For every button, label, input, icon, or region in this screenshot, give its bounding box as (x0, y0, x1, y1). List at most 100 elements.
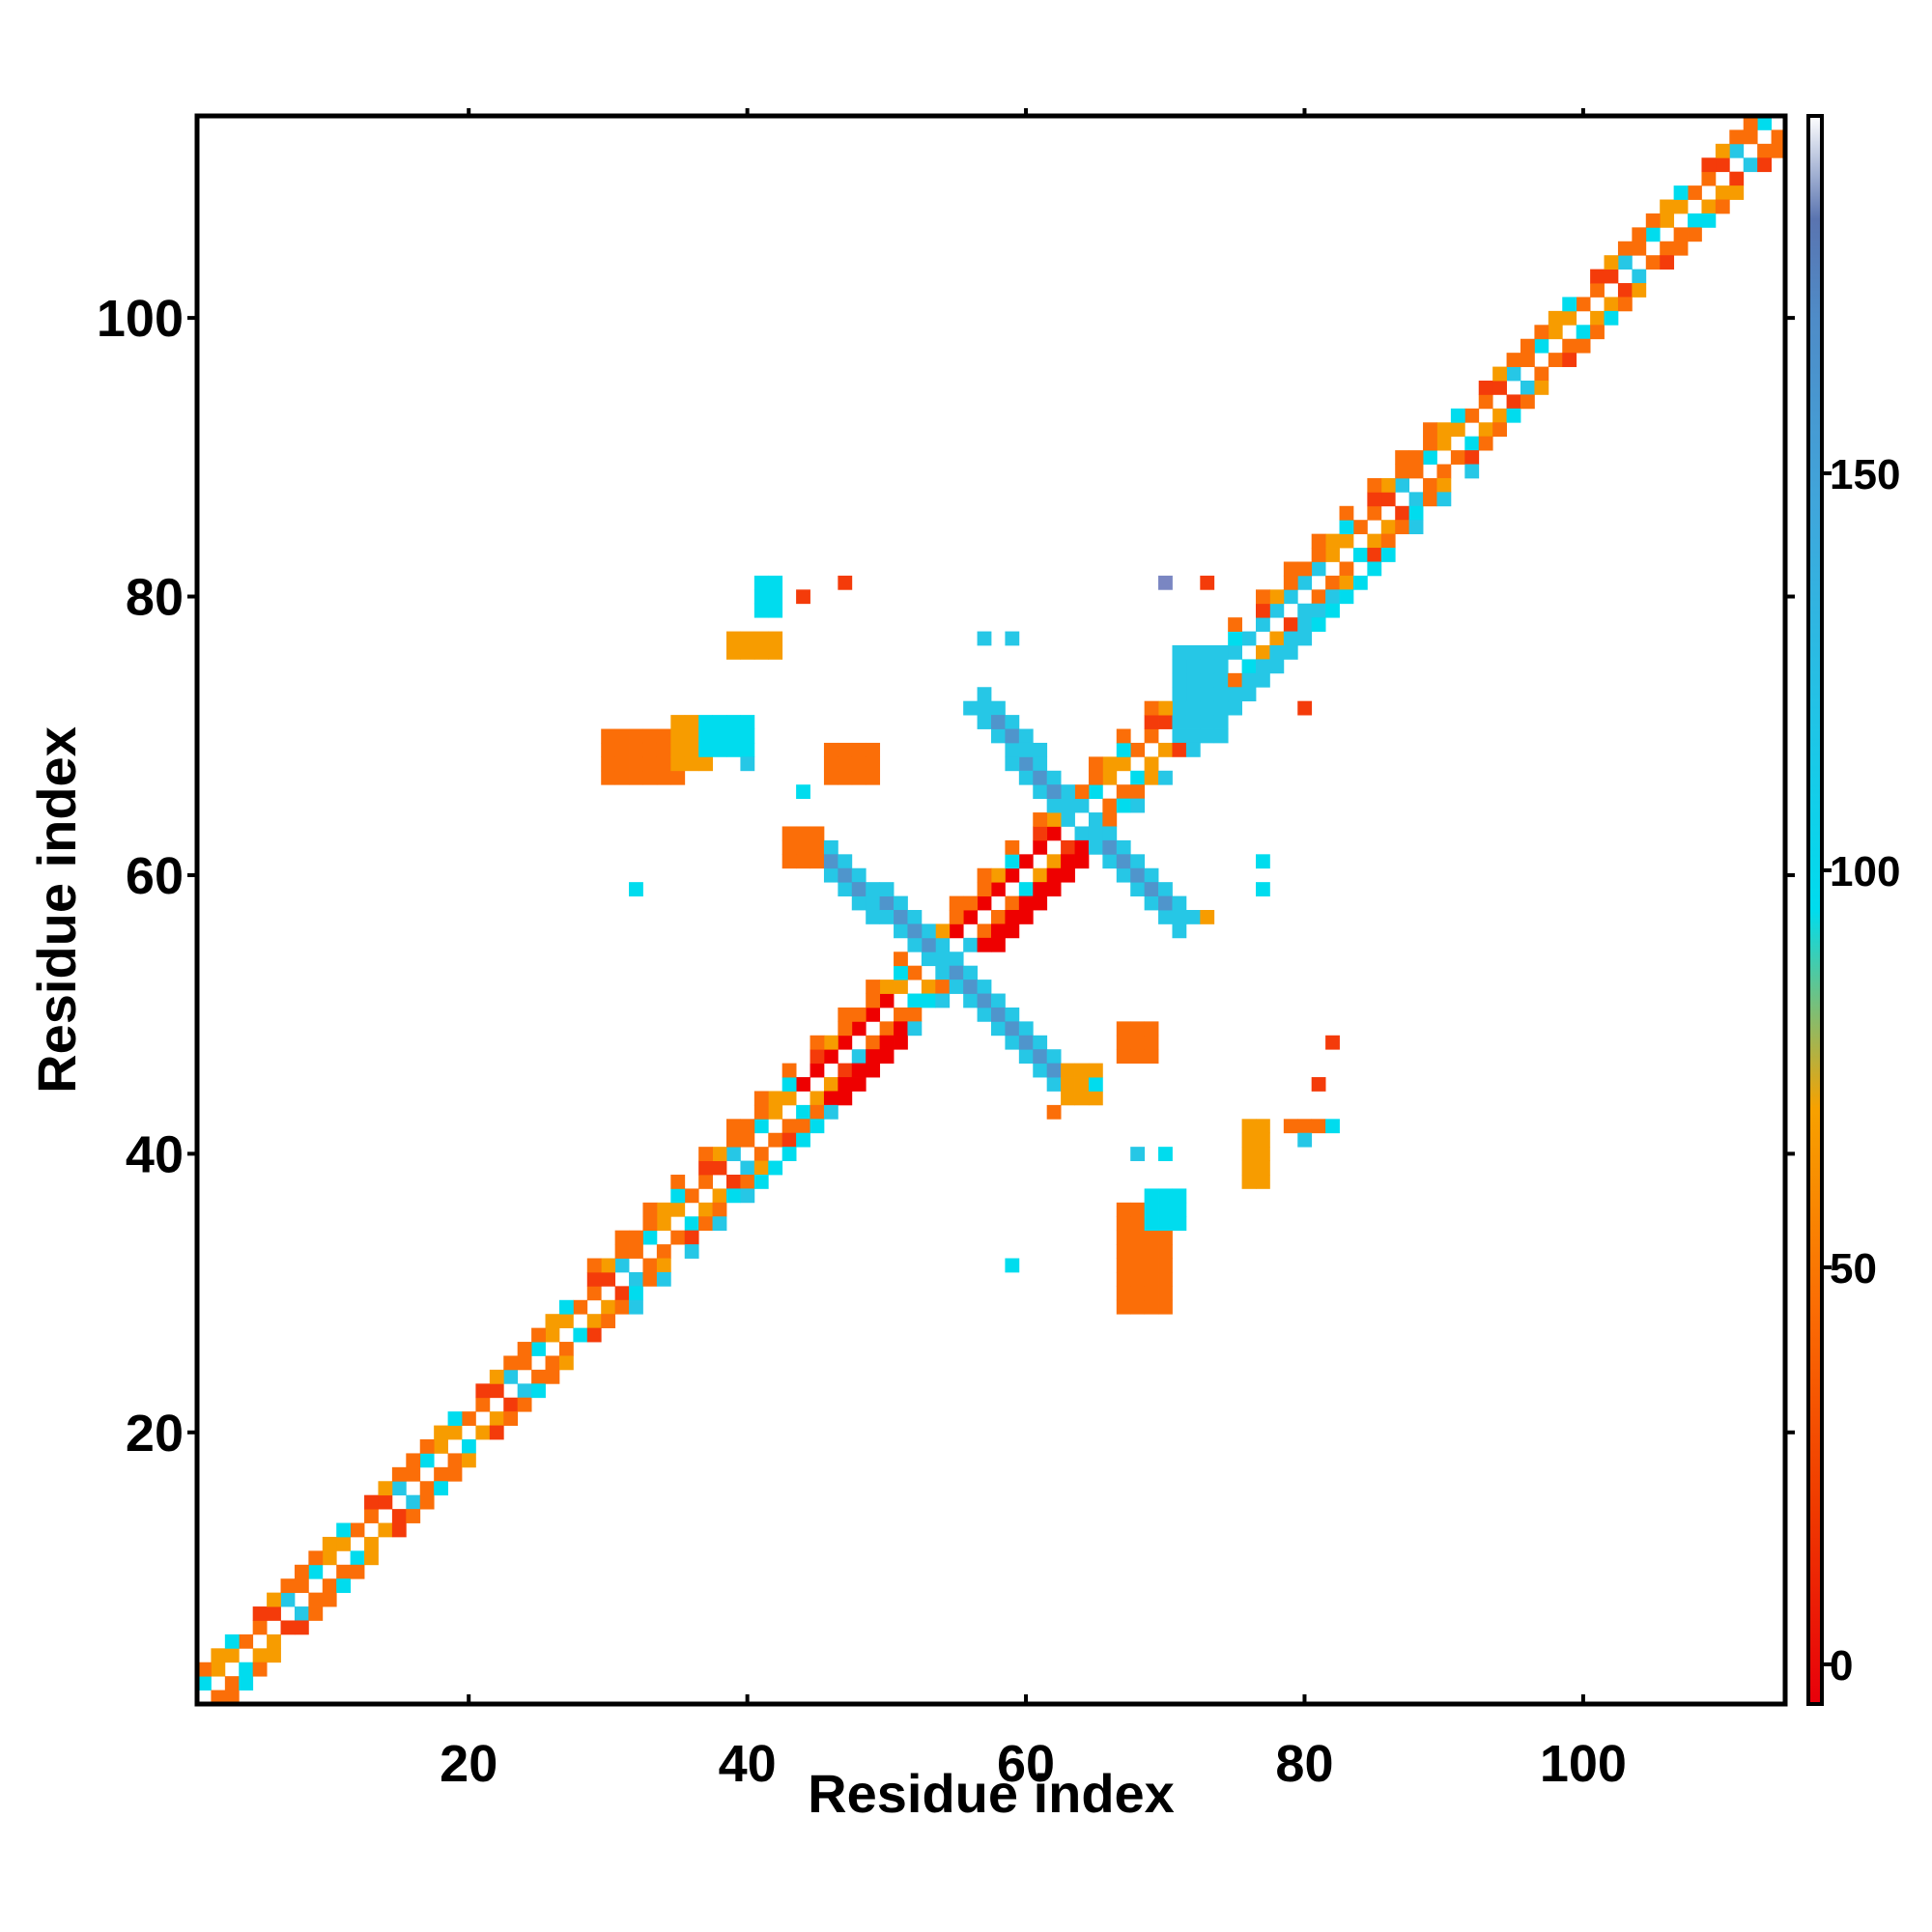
heatmap-cell (1757, 143, 1772, 158)
heatmap-cell (1715, 199, 1730, 214)
heatmap-cell (1102, 839, 1118, 855)
heatmap-cell (1185, 659, 1201, 674)
heatmap-cell (907, 965, 923, 980)
heatmap-cell (239, 1676, 254, 1690)
heatmap-cell (586, 1314, 602, 1329)
heatmap-cell (1311, 548, 1326, 562)
heatmap-cell (1018, 895, 1034, 911)
heatmap-cell (406, 1509, 421, 1523)
heatmap-cell (447, 1425, 463, 1440)
heatmap-cell (838, 770, 853, 785)
heatmap-cell (1395, 450, 1410, 465)
heatmap-cell (1256, 1119, 1270, 1134)
heatmap-cell (1256, 1160, 1270, 1176)
heatmap-cell (1423, 422, 1437, 438)
heatmap-cell (1228, 672, 1242, 688)
heatmap-cell (1088, 1077, 1103, 1092)
heatmap-cell (894, 1007, 908, 1022)
heatmap-cell (1395, 464, 1410, 479)
heatmap-cell (1506, 408, 1521, 423)
heatmap-cell (1729, 143, 1745, 158)
heatmap-cell (768, 1091, 783, 1106)
heatmap-cell (1506, 366, 1521, 382)
heatmap-cell (698, 756, 713, 772)
heatmap-cell (1478, 394, 1493, 410)
heatmap-cell (781, 1063, 797, 1078)
heatmap-cell (670, 1202, 686, 1217)
heatmap-cell (712, 1216, 727, 1232)
heatmap-cell (1269, 645, 1285, 660)
heatmap-cell (866, 770, 881, 785)
heatmap-cell (935, 937, 951, 952)
heatmap-cell (267, 1606, 281, 1621)
heatmap-cell (434, 1439, 448, 1454)
heatmap-cell (1005, 895, 1020, 911)
heatmap-cell (1492, 381, 1507, 395)
heatmap-cell (350, 1522, 365, 1538)
heatmap-cell (1088, 812, 1103, 827)
heatmap-cell (224, 1634, 240, 1649)
heatmap-cell (963, 895, 978, 911)
heatmap-cell (1241, 631, 1257, 646)
heatmap-cell (781, 1132, 797, 1148)
heatmap-cell (1367, 533, 1382, 549)
heatmap-cell (977, 867, 992, 883)
heatmap-cell (1256, 882, 1270, 896)
heatmap-cell (1061, 1063, 1075, 1078)
heatmap-cell (838, 854, 853, 869)
heatmap-cell (1172, 715, 1187, 729)
heatmap-cell (1311, 1119, 1326, 1134)
heatmap-cell (991, 867, 1006, 883)
heatmap-cell (1617, 241, 1633, 256)
heatmap-cell (1158, 895, 1173, 911)
heatmap-cell (1436, 422, 1452, 438)
heatmap-cell (1074, 854, 1090, 869)
heatmap-cell (1074, 1077, 1090, 1092)
heatmap-cell (517, 1342, 532, 1356)
heatmap-cell (1757, 116, 1772, 130)
heatmap-cell (1130, 742, 1146, 757)
heatmap-cell (1367, 505, 1382, 521)
heatmap-cell (601, 1299, 616, 1315)
heatmap-cell (907, 937, 923, 952)
heatmap-cell (489, 1369, 504, 1384)
heatmap-cell (1144, 1286, 1159, 1301)
heatmap-cell (1367, 477, 1382, 493)
heatmap-cell (1130, 1035, 1146, 1050)
heatmap-cell (1088, 1063, 1103, 1078)
heatmap-cell (1715, 157, 1730, 173)
heatmap-cell (1074, 784, 1090, 800)
heatmap-cell (712, 1147, 727, 1161)
heatmap-cell (753, 1104, 769, 1120)
heatmap-cell (1130, 1021, 1146, 1037)
heatmap-cell (1116, 1286, 1131, 1301)
heatmap-cell (726, 645, 741, 660)
heatmap-cell (1130, 882, 1146, 896)
heatmap-cell (224, 1690, 240, 1705)
heatmap-cell (629, 1230, 643, 1245)
heatmap-cell (1116, 1202, 1131, 1217)
heatmap-cell (698, 1175, 713, 1189)
heatmap-cell (267, 1634, 281, 1649)
heatmap-cell (823, 1049, 838, 1065)
heatmap-cell (586, 1271, 602, 1287)
heatmap-cell (726, 1132, 741, 1148)
heatmap-cell (391, 1481, 407, 1496)
heatmap-cell (1604, 269, 1619, 284)
heatmap-cell (866, 882, 881, 896)
heatmap-cell (1311, 617, 1326, 632)
heatmap-cell (1590, 283, 1605, 298)
heatmap-cell (740, 631, 755, 646)
heatmap-cell (823, 1035, 838, 1050)
heatmap-cell (1590, 269, 1605, 284)
colorbar-tick-label: 100 (1830, 848, 1900, 895)
heatmap-cell (1185, 728, 1201, 744)
heatmap-cell (462, 1453, 476, 1468)
heatmap-cell (1046, 798, 1062, 813)
heatmap-cell (1130, 798, 1146, 813)
heatmap-cell (894, 895, 908, 911)
heatmap-cell (1018, 742, 1034, 757)
heatmap-cell (1325, 1119, 1340, 1134)
heatmap-cell (1617, 297, 1633, 312)
heatmap-cell (935, 993, 951, 1009)
